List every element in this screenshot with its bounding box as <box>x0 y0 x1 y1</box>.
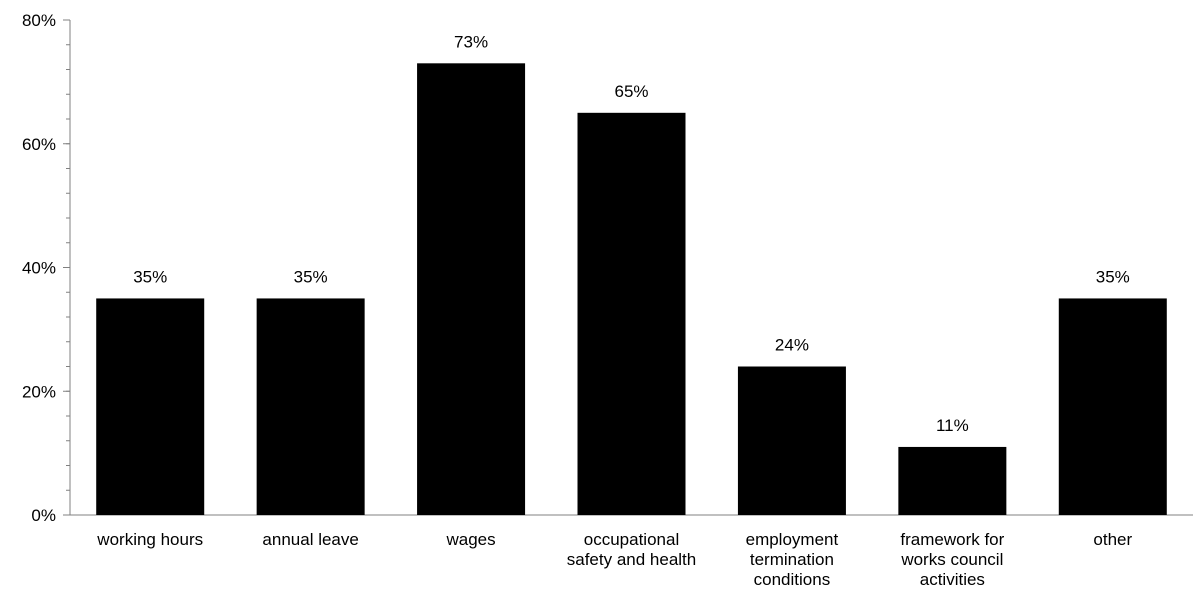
bar <box>256 298 365 515</box>
x-tick-label-line: working hours <box>96 530 203 549</box>
data-label: 35% <box>1096 267 1130 286</box>
x-tick-label-line: safety and health <box>567 550 696 569</box>
labels: 35% working hours 35% annual leave 73% wages 6… <box>96 32 1132 589</box>
x-tick-label-line: occupational <box>584 530 679 549</box>
bar <box>737 366 846 515</box>
bar <box>1058 298 1167 515</box>
y-tick-label: 60% <box>22 135 56 154</box>
bar <box>577 112 686 515</box>
bar <box>898 446 1007 515</box>
bar <box>96 298 205 515</box>
y-tick-label: 20% <box>22 382 56 401</box>
y-tick-label: 0% <box>31 506 56 525</box>
x-tick-label-line: wages <box>446 530 496 549</box>
x-tick-label: framework for works council activities <box>900 530 1004 589</box>
x-tick-label-line: termination <box>750 550 834 569</box>
x-tick-label-line: conditions <box>754 570 831 589</box>
data-label: 65% <box>614 82 648 101</box>
y-tick-label: 40% <box>22 259 56 278</box>
x-tick-label: other <box>1093 530 1132 549</box>
data-label: 73% <box>454 32 488 51</box>
x-tick-label-line: annual leave <box>262 530 358 549</box>
x-tick-label-line: activities <box>920 570 985 589</box>
x-tick-label: annual leave <box>262 530 358 549</box>
x-tick-label-line: employment <box>746 530 839 549</box>
x-tick-label: occupational safety and health <box>567 530 696 569</box>
x-tick-label-line: framework for <box>900 530 1004 549</box>
y-tick-label: 80% <box>22 11 56 30</box>
x-tick-label: wages <box>446 530 496 549</box>
x-tick-label-line: works council <box>900 550 1003 569</box>
x-tick-label: employment termination conditions <box>746 530 839 589</box>
data-label: 24% <box>775 336 809 355</box>
bar <box>417 63 526 515</box>
data-label: 35% <box>133 267 167 286</box>
data-label: 35% <box>294 267 328 286</box>
data-label: 11% <box>936 416 969 435</box>
bars <box>96 63 1167 515</box>
x-tick-label-line: other <box>1093 530 1132 549</box>
x-tick-label: working hours <box>96 530 203 549</box>
